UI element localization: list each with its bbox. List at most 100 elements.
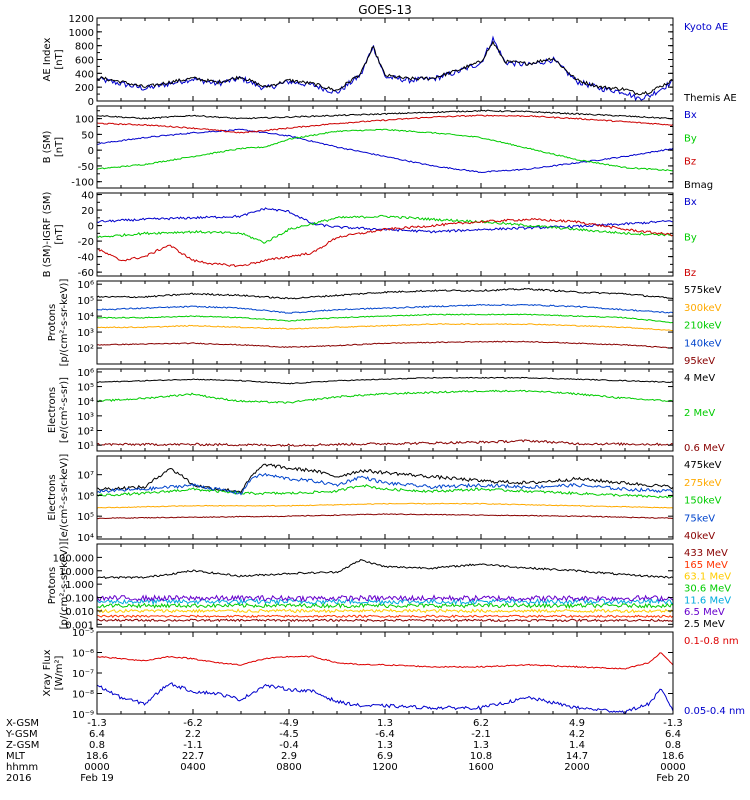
- legend-label: 575keV: [684, 285, 722, 296]
- series-kyoto-ae: [97, 35, 673, 101]
- series-2-mev: [97, 389, 673, 404]
- y-tick-label: 10⁶: [77, 491, 94, 502]
- y-tick-label: 10⁴: [77, 312, 94, 323]
- y-tick-label: -40: [78, 253, 94, 264]
- y-tick-label: 10⁻⁸: [72, 690, 94, 701]
- legend-label: Bz: [684, 157, 696, 168]
- ephemeris-value: 0.8: [665, 740, 681, 751]
- ephemeris-value: -2.1: [471, 729, 491, 740]
- y-tick-label: 10.000: [59, 567, 94, 578]
- series-bx: [97, 128, 673, 174]
- y-tick-label: 10⁻⁶: [72, 649, 94, 660]
- legend-label: 165 MeV: [684, 560, 728, 571]
- y-tick-label: 200: [75, 83, 94, 94]
- y-tick-label: 40: [81, 191, 94, 202]
- panel-frame: [96, 631, 674, 715]
- y-tick-label: 0.001: [65, 620, 94, 631]
- legend-label: 0.6 MeV: [684, 443, 725, 454]
- ephemeris-value: 10.8: [470, 751, 492, 762]
- legend-label: 75keV: [684, 513, 715, 524]
- ephemeris-value: -1.3: [87, 718, 107, 729]
- legend-label: 0.05-0.4 nm: [684, 706, 745, 717]
- legend-label: 6.5 MeV: [684, 607, 725, 618]
- ephemeris-value: Feb 19: [80, 773, 114, 784]
- ephemeris-value: Feb 20: [656, 773, 690, 784]
- ephemeris-value: -4.9: [279, 718, 299, 729]
- y-tick-label: 0: [88, 97, 94, 108]
- panel-6: 10⁴ 10⁵ 10⁶ 10⁷ Electrons [e/(cm²-s-sr-keV)] 4…: [47, 454, 722, 544]
- ephemeris-value: -1.3: [663, 718, 683, 729]
- ephemeris-value: 4.9: [569, 718, 585, 729]
- series-95kev: [97, 340, 673, 349]
- y-tick-label: 100: [75, 115, 94, 126]
- y-tick-label: 800: [75, 42, 94, 53]
- y-tick-label: 10⁷: [77, 471, 94, 482]
- ephemeris-row-label: hhmm: [6, 762, 38, 773]
- legend-label: 210keV: [684, 321, 722, 332]
- y-tick-label: 10⁵: [77, 512, 94, 523]
- panel-3: -60 -40 -20 0 20 40 B (SM)-IGRF (SM) [nT] Bx By Bz: [42, 191, 697, 280]
- series-2-5-mev: [97, 559, 673, 580]
- ephemeris-value: 18.6: [662, 751, 684, 762]
- series-63-1-mev: [97, 608, 673, 614]
- y-tick-label: 10⁻⁹: [72, 710, 94, 721]
- panel-2: -100 -50 0 50 100 B (SM) [nT] Bx By Bz Bmag: [42, 105, 713, 191]
- legend-label: 63.1 MeV: [684, 572, 731, 583]
- y-axis-unit: [p/(cm²-s-sr-keV)]: [59, 542, 70, 630]
- legend-label: Bmag: [684, 180, 713, 191]
- ephemeris-value: 6.4: [665, 729, 681, 740]
- y-tick-label: -50: [78, 162, 94, 173]
- panel-frame: [96, 543, 674, 628]
- legend-label: Bx: [684, 110, 697, 121]
- series-bz: [97, 114, 673, 134]
- panel-8: 10⁻⁹ 10⁻⁸ 10⁻⁷ 10⁻⁶ 10⁻⁵ Xray Flux [W/m²] 0.1-0…: [42, 628, 745, 721]
- legend-label: 30.6 MeV: [684, 584, 731, 595]
- panel-5: 10¹ 10² 10³ 10⁴ 10⁵ 10⁶ Electrons [e/(cm²-s-sr)…: [47, 368, 725, 454]
- series-30-6-mev: [97, 602, 673, 609]
- panel-1: 0 200 400 600 800 1000 1200 AE Index [nT] Kyoto A…: [42, 14, 737, 108]
- y-tick-label: 10¹: [77, 441, 94, 452]
- y-axis-label: B (SM)-IGRF (SM): [42, 192, 53, 278]
- y-tick-label: 10⁴: [77, 533, 94, 544]
- y-tick-label: 10²: [77, 344, 94, 355]
- legend-label: 95keV: [684, 356, 715, 367]
- series-75kev: [97, 472, 673, 496]
- legend-label: 275keV: [684, 478, 722, 489]
- ephemeris-row-label: Z-GSM: [6, 740, 39, 751]
- legend-label: Bz: [684, 268, 696, 279]
- series-bz: [97, 217, 673, 268]
- panel-7: 0.001 0.010 0.100 1.000 10.000 100.000 Protons…: [47, 542, 731, 632]
- ephemeris-row-label: Y-GSM: [5, 729, 38, 740]
- ephemeris-value: 2.2: [185, 729, 201, 740]
- ephemeris-value: 1.3: [377, 718, 393, 729]
- series-165-mev: [97, 614, 673, 619]
- legend-label: 300keV: [684, 303, 722, 314]
- y-tick-label: 600: [75, 56, 94, 67]
- series-0-6-mev: [97, 439, 673, 448]
- legend-label: 433 MeV: [684, 548, 728, 559]
- ephemeris-value: 0400: [180, 762, 205, 773]
- panel-frame: [96, 105, 674, 189]
- legend-label: 150keV: [684, 496, 722, 507]
- panel-4: 10² 10³ 10⁴ 10⁵ 10⁶ Protons [p/(cm²-s-sr-keV)]…: [47, 279, 722, 367]
- ephemeris-value: -6.4: [375, 729, 395, 740]
- ephemeris-value: 0800: [276, 762, 301, 773]
- legend-label: By: [684, 133, 697, 144]
- legend-label: 40keV: [684, 531, 715, 542]
- ephemeris-value: 0.8: [89, 740, 105, 751]
- y-tick-label: 1.000: [65, 580, 94, 591]
- y-tick-label: -100: [71, 178, 94, 189]
- panel-frame: [96, 368, 674, 452]
- panel-frame: [96, 192, 674, 277]
- y-tick-label: 400: [75, 69, 94, 80]
- ephemeris-value: 1200: [372, 762, 397, 773]
- y-axis-label: Electrons: [47, 474, 58, 520]
- series-bmag: [97, 109, 673, 120]
- y-tick-label: 0: [88, 146, 94, 157]
- ephemeris-value: -0.4: [279, 740, 299, 751]
- panel-frame: [96, 455, 674, 540]
- y-axis-label: Xray Flux: [42, 649, 53, 696]
- ephemeris-value: 22.7: [182, 751, 204, 762]
- y-tick-label: 10³: [77, 328, 94, 339]
- ephemeris-value: 4.2: [569, 729, 585, 740]
